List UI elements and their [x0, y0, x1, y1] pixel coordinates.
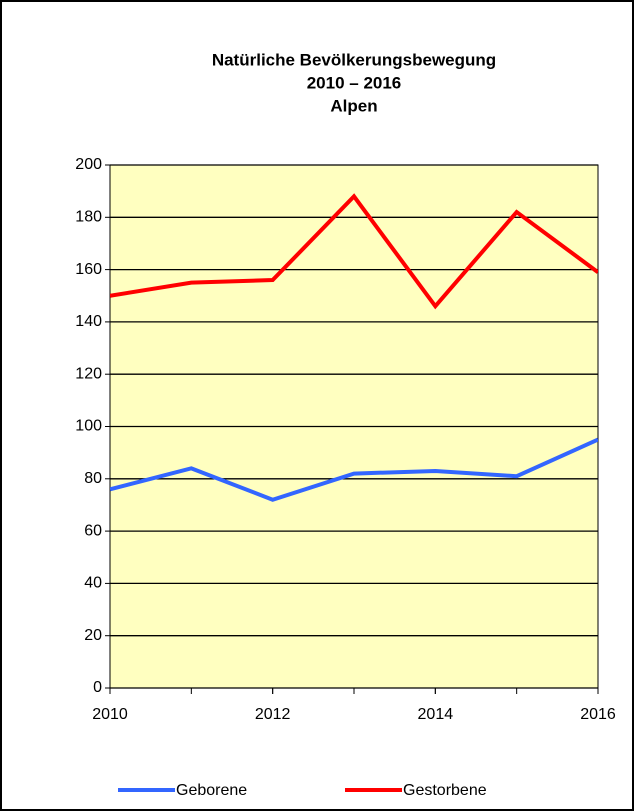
x-tick-label: 2010 — [92, 706, 128, 723]
data-line — [110, 437, 598, 502]
y-tick-label: 140 — [75, 313, 102, 330]
x-tick-label: 2012 — [255, 706, 291, 723]
y-tick-label: 20 — [84, 627, 102, 644]
y-tick-label: 120 — [75, 365, 102, 382]
chart-title: Natürliche Bevölkerungsbewegung — [212, 50, 496, 69]
x-tick-label: 2014 — [418, 706, 454, 723]
legend-label: Gestorbene — [403, 782, 487, 799]
y-tick-label: 0 — [93, 679, 102, 696]
y-tick-label: 200 — [75, 156, 102, 173]
legend-label: Geborene — [176, 782, 247, 799]
data-line — [110, 193, 598, 310]
chart-title: 2010 – 2016 — [307, 73, 402, 92]
y-tick-label: 160 — [75, 261, 102, 278]
chart-title: Alpen — [330, 96, 377, 115]
y-tick-label: 100 — [75, 418, 102, 435]
y-tick-label: 40 — [84, 575, 102, 592]
y-tick-label: 180 — [75, 209, 102, 226]
y-tick-label: 60 — [84, 522, 102, 539]
y-tick-label: 80 — [84, 470, 102, 487]
x-tick-label: 2016 — [580, 706, 616, 723]
